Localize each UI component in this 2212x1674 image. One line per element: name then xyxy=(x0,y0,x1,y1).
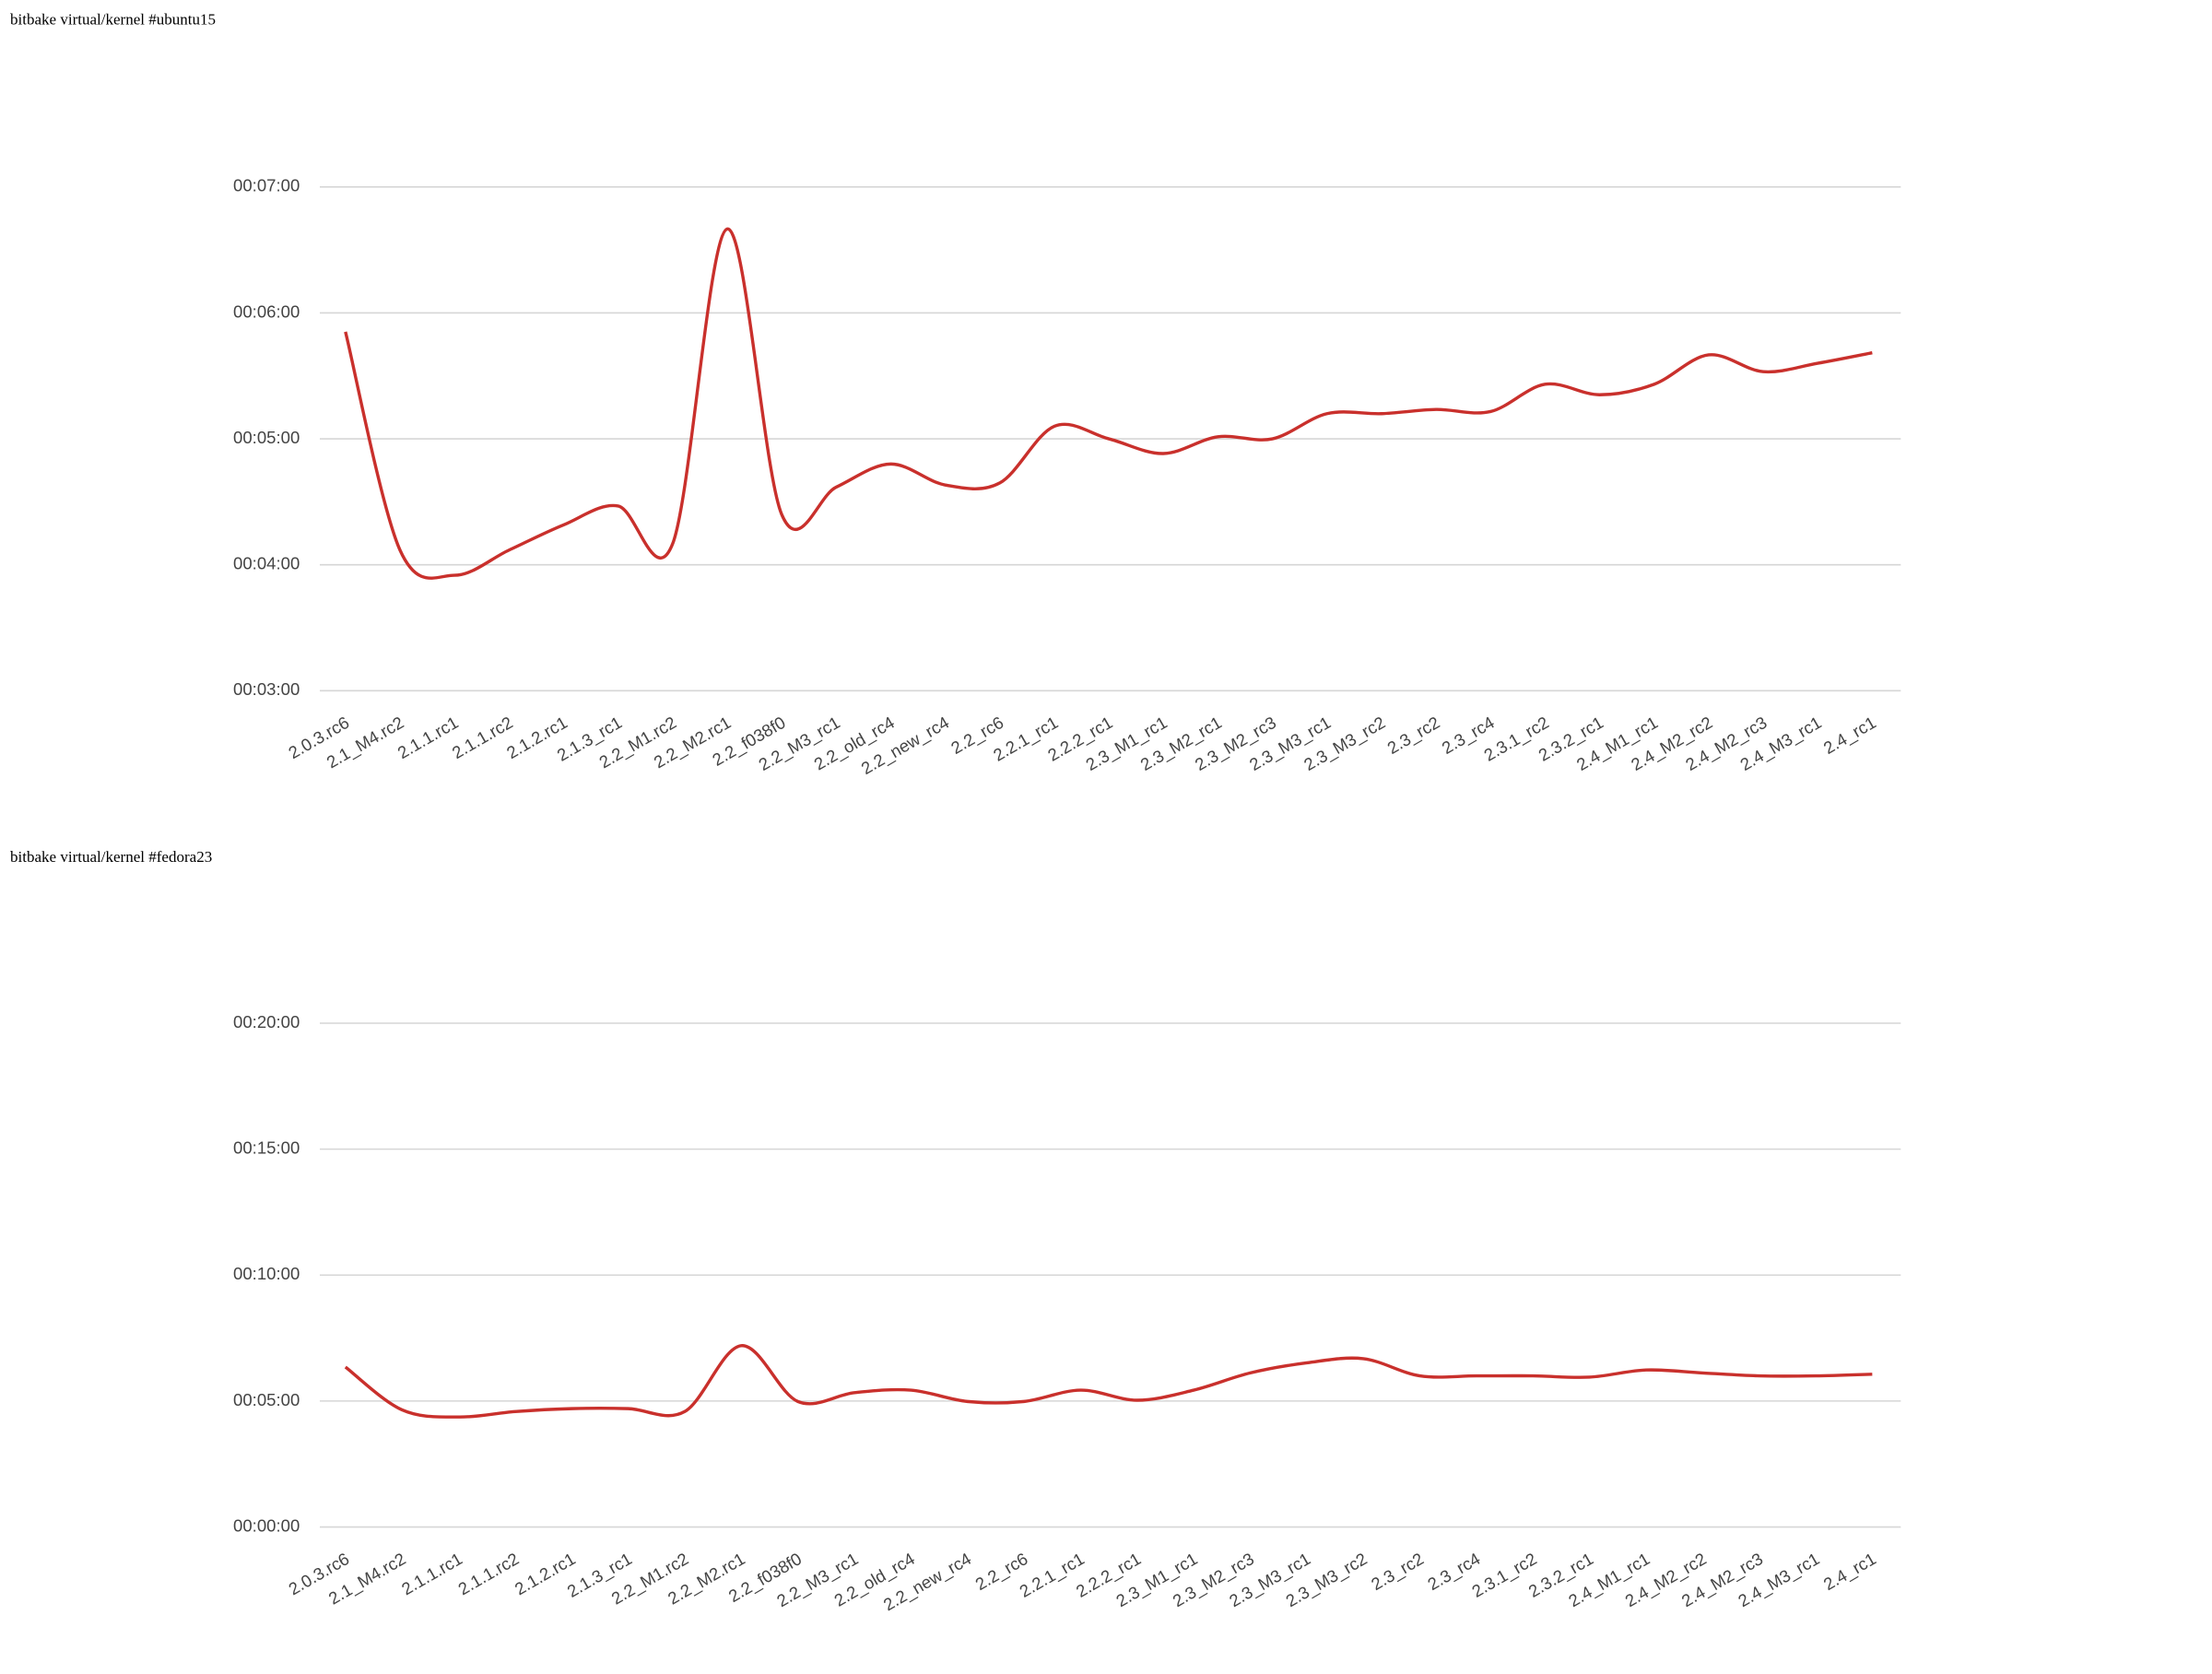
x-tick-label: 2.3_rc2 xyxy=(1368,1549,1428,1595)
y-tick-label: 00:15:00 xyxy=(233,1138,300,1158)
x-tick-label: 2.1.1.rc2 xyxy=(454,1549,522,1598)
y-tick-label: 00:04:00 xyxy=(233,554,300,573)
chart-title: bitbake virtual/kernel #ubuntu15 xyxy=(10,10,216,28)
mean-line xyxy=(344,1344,1873,1419)
chart-title: bitbake virtual/kernel #fedora23 xyxy=(10,848,212,866)
y-tick-label: 00:00:00 xyxy=(233,1515,300,1535)
x-tick-label: 2.4_rc1 xyxy=(1820,1549,1880,1595)
y-tick-label: 00:03:00 xyxy=(233,679,300,699)
y-tick-label: 00:05:00 xyxy=(233,428,300,447)
mean-line xyxy=(344,227,1873,580)
y-tick-label: 00:05:00 xyxy=(233,1390,300,1409)
y-tick-label: 00:07:00 xyxy=(233,176,300,195)
x-tick-label: 2.1.1.rc1 xyxy=(394,713,462,762)
y-tick-label: 00:10:00 xyxy=(233,1264,300,1283)
y-tick-label: 00:20:00 xyxy=(233,1012,300,1032)
chart: bitbake virtual/kernel #fedora23 00:00:00… xyxy=(10,848,1901,1615)
x-tick-label: 2.3_rc2 xyxy=(1383,713,1443,759)
x-tick-label: 2.1.1.rc1 xyxy=(398,1549,465,1598)
x-tick-label: 2.4_rc1 xyxy=(1820,713,1880,759)
y-tick-label: 00:06:00 xyxy=(233,301,300,321)
x-tick-label: 2.1.1.rc2 xyxy=(449,713,516,762)
